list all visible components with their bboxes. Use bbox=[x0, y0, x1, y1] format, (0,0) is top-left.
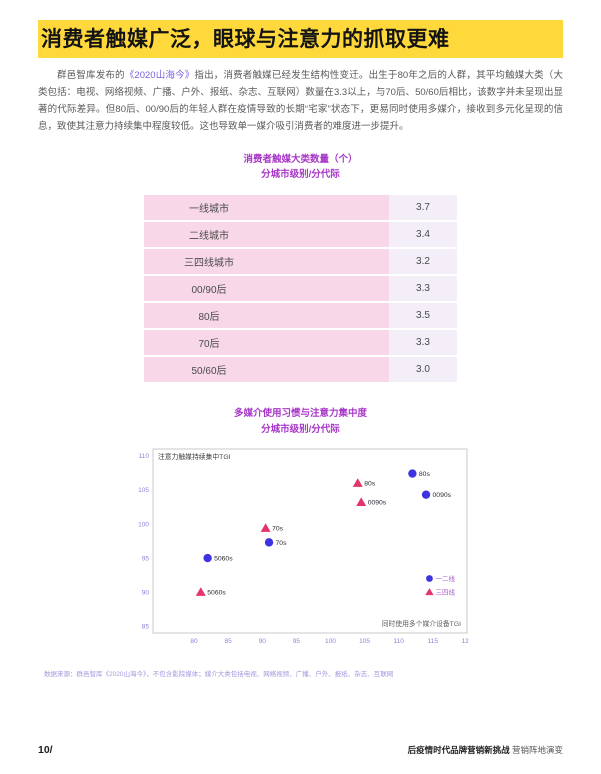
point-label: 70s bbox=[272, 526, 284, 533]
scatter-point-triangle bbox=[195, 587, 206, 597]
table-row-value: 3.0 bbox=[389, 357, 457, 383]
point-label: 80s bbox=[364, 481, 376, 488]
footer-title-regular: 营销阵地演变 bbox=[511, 745, 563, 755]
table-row-label: 50/60后 bbox=[144, 357, 389, 383]
paragraph-text-lead: 群邑智库发布的 bbox=[57, 70, 125, 82]
table-row: 70后 3.3 bbox=[144, 330, 457, 356]
table-subtitle: 分城市级别/分代际 bbox=[261, 169, 340, 181]
scatter-point-triangle bbox=[260, 523, 271, 533]
legend-label: 一二线 bbox=[435, 574, 455, 583]
page-title: 消费者触媒广泛，眼球与注意力的抓取更难 bbox=[38, 20, 563, 59]
table-row-value: 3.3 bbox=[389, 330, 457, 356]
scatter-point-circle bbox=[202, 554, 212, 563]
x-tick-label: 115 bbox=[427, 638, 438, 645]
table-row-value: 3.7 bbox=[389, 195, 457, 221]
x-tick-label: 90 bbox=[258, 638, 266, 645]
chart-heading: 多媒介使用习惯与注意力集中度 分城市级别/分代际 bbox=[38, 406, 563, 437]
table-row: 三四线城市 3.2 bbox=[144, 249, 457, 275]
data-source-note: 数据来源：群邑智库《2020山海今》，不包含影院媒体；媒介大类包括电视、网络视频… bbox=[44, 671, 394, 679]
y-tick-label: 100 bbox=[138, 522, 149, 529]
chart-title: 多媒介使用习惯与注意力集中度 bbox=[233, 408, 367, 420]
x-tick-label: 85 bbox=[224, 638, 232, 645]
x-axis-inner-label: 同时使用多个媒介设备TGI bbox=[381, 619, 460, 628]
y-tick-label: 95 bbox=[141, 556, 149, 563]
y-tick-label: 85 bbox=[141, 624, 149, 631]
scatter-point-triangle bbox=[352, 478, 363, 488]
table-row: 50/60后 3.0 bbox=[144, 357, 457, 383]
x-tick-label: 120 bbox=[461, 638, 468, 645]
point-label: 80s bbox=[418, 471, 430, 478]
scatter-point-triangle bbox=[355, 497, 366, 507]
table-row-value: 3.3 bbox=[389, 276, 457, 302]
point-label: 0090s bbox=[367, 500, 386, 507]
scatter-point-circle bbox=[425, 575, 433, 583]
footer-report-title: 后疫情时代品牌营销新挑战 营销阵地演变 bbox=[408, 744, 563, 756]
scatter-point-triangle bbox=[424, 588, 434, 596]
x-tick-label: 100 bbox=[325, 638, 336, 645]
intro-paragraph: 群邑智库发布的《2020山海今》指出，消费者触媒已经发生结构性变迁。出生于80年… bbox=[38, 68, 563, 136]
table-row-label: 70后 bbox=[144, 330, 389, 356]
table-row-value: 3.5 bbox=[389, 303, 457, 329]
scatter-chart: 85 90 95 100 105 110 80 85 90 95 100 105 110 115 120 注意… bbox=[133, 447, 472, 654]
scatter-plot-svg: 85 90 95 100 105 110 80 85 90 95 100 105 110 115 120 注意… bbox=[138, 448, 472, 645]
x-tick-label: 105 bbox=[359, 638, 370, 645]
footer-title-bold: 后疫情时代品牌营销新挑战 bbox=[407, 745, 510, 755]
page-footer: 10/ 后疫情时代品牌营销新挑战 营销阵地演变 bbox=[38, 744, 563, 756]
point-label: 0090s bbox=[432, 493, 451, 500]
report-source-link[interactable]: 《2020山海今》 bbox=[124, 70, 195, 82]
x-tick-label: 80 bbox=[190, 638, 198, 645]
x-tick-label: 110 bbox=[393, 638, 404, 645]
media-categories-table: 一线城市 3.7 二线城市 3.4 三四线城市 3.2 00/90后 3.3 80后 3.5 70后… bbox=[144, 195, 457, 383]
y-tick-label: 90 bbox=[141, 590, 149, 597]
point-label: 70s bbox=[275, 540, 287, 547]
table-row: 二线城市 3.4 bbox=[144, 222, 457, 248]
scatter-point-circle bbox=[264, 538, 273, 547]
table-title: 消费者触媒大类数量（个） bbox=[243, 153, 358, 165]
table-row-label: 一线城市 bbox=[144, 195, 389, 221]
table-row-label: 80后 bbox=[144, 303, 389, 329]
page-title-highlight: 消费者触媒广泛，眼球与注意力的抓取更难 bbox=[38, 20, 563, 59]
point-label: 5060s bbox=[207, 590, 226, 597]
table-row: 一线城市 3.7 bbox=[144, 195, 457, 221]
scatter-point-circle bbox=[407, 469, 417, 479]
plot-border bbox=[152, 448, 467, 634]
paragraph-text-body: 指出，消费者触媒已经发生结构性变迁。出生于80年之后的人群，其平均触媒大类（大类… bbox=[38, 70, 563, 132]
table-row: 80后 3.5 bbox=[144, 303, 457, 329]
scatter-point-circle bbox=[421, 490, 430, 500]
y-axis-inner-label: 注意力触媒持续集中TGI bbox=[158, 452, 231, 461]
table-row-value: 3.4 bbox=[389, 222, 457, 248]
y-tick-label: 110 bbox=[138, 454, 149, 461]
table-row-label: 三四线城市 bbox=[144, 249, 389, 275]
table-heading: 消费者触媒大类数量（个） 分城市级别/分代际 bbox=[38, 152, 563, 183]
legend-label: 三四线 bbox=[435, 588, 455, 597]
table-row-label: 二线城市 bbox=[144, 222, 389, 248]
y-tick-label: 105 bbox=[138, 488, 149, 495]
table-row-value: 3.2 bbox=[389, 249, 457, 275]
x-tick-label: 95 bbox=[292, 638, 300, 645]
chart-subtitle: 分城市级别/分代际 bbox=[261, 423, 340, 435]
point-label: 5060s bbox=[214, 556, 233, 563]
table-row-label: 00/90后 bbox=[144, 276, 389, 302]
table-row: 00/90后 3.3 bbox=[144, 276, 457, 302]
page-number: 10/ bbox=[38, 744, 53, 756]
